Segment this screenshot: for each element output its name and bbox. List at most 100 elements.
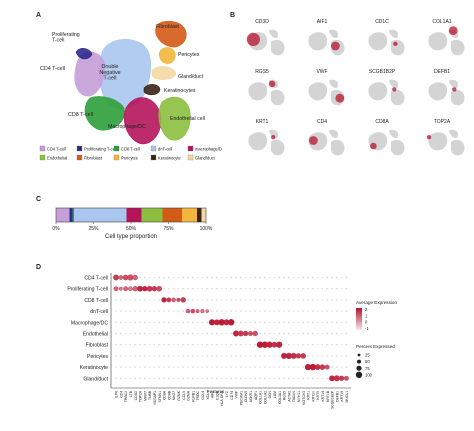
dotplot-dot <box>144 321 146 323</box>
dotplot-dot <box>244 321 247 323</box>
dotplot-dot <box>187 366 189 368</box>
dotplot-dot <box>248 331 253 336</box>
dotplot-dot <box>326 288 328 290</box>
legend-swatch-fibro <box>76 154 83 161</box>
dotplot-dot <box>321 288 324 290</box>
dotplot-feature-label: KRT5 <box>316 391 320 400</box>
dotplot-dot <box>132 286 138 292</box>
dotplot-dot <box>300 353 306 359</box>
dotplot-dot <box>345 344 348 346</box>
dotplot-dot <box>278 332 280 335</box>
dotplot-dot <box>283 276 285 279</box>
dotplot-dot <box>340 310 343 312</box>
legend-swatch-cd8 <box>113 145 120 152</box>
dotplot-dot <box>268 299 271 301</box>
legend-percent-label: 100 <box>365 372 373 377</box>
dotplot-dot <box>254 310 256 312</box>
legend-percent-label: 25 <box>365 353 370 358</box>
dotplot-dot <box>345 288 348 290</box>
feature-gene-label: DEFB1 <box>434 69 450 75</box>
proportion-segment-cd8 <box>72 208 74 222</box>
dotplot-dot <box>264 321 266 323</box>
dotplot-dot <box>211 332 213 335</box>
dotplot-dot <box>312 299 314 301</box>
dotplot-dot <box>230 366 232 368</box>
dotplot-dot <box>326 276 328 279</box>
dotplot-dot <box>177 288 180 290</box>
feature-umap-base <box>428 79 465 106</box>
feature-gene-label: CD8A <box>375 119 389 125</box>
dotplot-dot <box>290 352 297 359</box>
dotplot-dot <box>177 366 180 368</box>
proportion-segment-pericytes <box>182 208 197 222</box>
dotplot-dot <box>297 332 300 335</box>
dotplot-dot <box>216 344 218 346</box>
dotplot-dot <box>244 299 247 301</box>
dotplot-feature-label: TRBC2 <box>124 391 128 402</box>
dotplot-dot <box>168 344 170 346</box>
panel-c-proportion: C 0% 25% 50% 75% 100% Cell type proportion <box>36 196 228 251</box>
dotplot-dot <box>144 299 146 301</box>
dotplot-dot <box>158 299 160 301</box>
legend-percent-title: Percent Expressed <box>356 344 395 349</box>
dotplot-dot <box>187 344 189 346</box>
dotplot-dot <box>148 299 151 301</box>
dotplot-dot <box>312 321 314 323</box>
dotplot-dot <box>340 344 343 346</box>
dotplot-dot <box>259 366 261 368</box>
legend-percent-dot <box>356 365 362 371</box>
panel-a-letter: A <box>36 12 42 19</box>
dotplot-feature-label: NOTCH3 <box>302 391 306 405</box>
dotplot-dot <box>230 355 232 357</box>
dotplot-dot <box>124 344 127 346</box>
dotplot-dot <box>283 321 285 323</box>
dotplot-dot <box>172 321 175 323</box>
dotplot-dot <box>177 377 180 379</box>
dotplot-dot <box>225 366 228 368</box>
dotplot-dot <box>196 344 199 346</box>
dotplot-dot <box>148 344 151 346</box>
dotplot-dot <box>331 288 333 290</box>
dotplot-dot <box>292 321 295 323</box>
dotplot-dot <box>240 276 242 279</box>
dotplot-dot <box>297 377 300 379</box>
dotplot-dot <box>163 288 165 290</box>
dotplot-dot <box>316 310 319 312</box>
feature-expression-spot <box>448 26 458 35</box>
dotplot-dot <box>206 366 208 368</box>
dotplot-dot <box>321 332 324 335</box>
feature-gene-label: CD4 <box>317 119 327 125</box>
feature-umap-base <box>308 129 345 156</box>
feature-plot-grid: CD3D AIF1 CD1C COL1A1 RGS5 VWF SCGB1B2P DEFB1 KR… <box>246 19 465 156</box>
dotplot-feature-label: KRT14 <box>321 391 325 402</box>
dotplot-dot <box>244 276 247 279</box>
dotplot-dot <box>129 344 132 346</box>
dotplot-dot <box>340 299 343 301</box>
feature-gene-label: AIF1 <box>317 19 328 25</box>
dotplot-dot <box>319 364 326 370</box>
proportion-segment-kerat <box>197 208 202 222</box>
umap-plot: Proliferating T-cell CD4 T-cell Double Negat… <box>39 20 222 161</box>
dotplot-dot <box>195 309 200 314</box>
feature-plot-krt1: KRT1 <box>248 119 285 156</box>
dotplot-dot <box>182 276 184 279</box>
feature-expression-spot <box>309 136 318 145</box>
dotplot-row-label: Gland/duct <box>83 376 108 382</box>
dotplot-dot <box>225 276 228 279</box>
dotplot-dot <box>201 344 204 346</box>
dotplot-dot <box>196 321 199 323</box>
dotplot-dot <box>113 274 119 281</box>
dotplot-dot <box>283 344 285 346</box>
dotplot-dot <box>268 310 271 312</box>
dotplot-feature-label: CD74 <box>230 391 234 400</box>
dotplot-dot <box>235 299 237 301</box>
dotplot-dot <box>129 355 132 357</box>
umap-label-keratinocytes: Keratinocytes <box>164 88 196 94</box>
proportion-bar-chart: 0% 25% 50% 75% 100% Cell type proportion <box>52 207 213 240</box>
dotplot-dot <box>201 299 204 301</box>
dotplot-dot <box>177 321 180 323</box>
proportion-segment-prolif <box>69 208 73 222</box>
dotplot-dot <box>336 310 338 312</box>
dotplot-dot <box>292 310 295 312</box>
dotplot-dot <box>172 366 175 368</box>
